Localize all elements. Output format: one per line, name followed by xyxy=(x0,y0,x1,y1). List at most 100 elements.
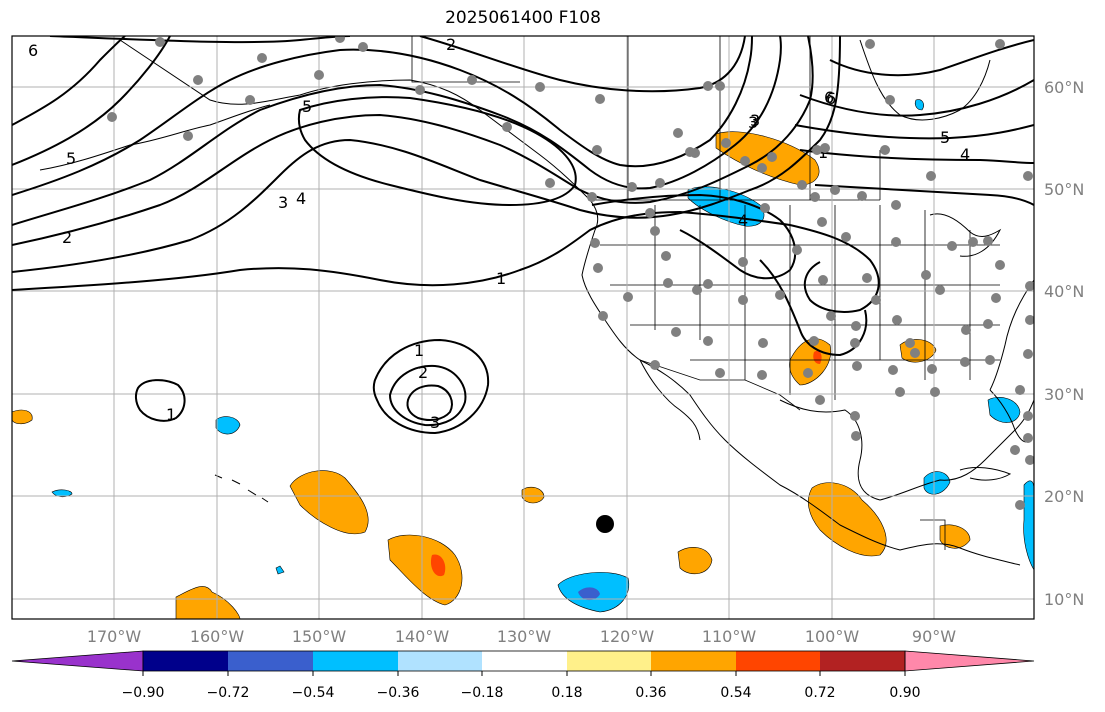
station-marker xyxy=(817,217,827,227)
station-marker xyxy=(995,39,1005,49)
sky-fill xyxy=(923,471,951,495)
contour-labels: 6 5 4 3 2 1 2 3 4 5 6 1 2 3 1 1 3 4 5 6 xyxy=(28,36,970,432)
lon-label: 110°W xyxy=(702,627,757,646)
lat-label: 20°N xyxy=(1044,487,1084,506)
station-marker xyxy=(871,295,881,305)
orange-fill xyxy=(521,486,545,504)
lon-label: 100°W xyxy=(805,627,860,646)
station-marker xyxy=(155,37,165,47)
contour-line xyxy=(12,36,841,273)
colorbar-tick-label: −0.72 xyxy=(207,685,250,701)
station-marker xyxy=(740,156,750,166)
colorbar-tick-label: −0.36 xyxy=(377,685,420,701)
lon-label: 130°W xyxy=(497,627,552,646)
station-marker xyxy=(985,355,995,365)
station-marker xyxy=(852,361,862,371)
contour-line xyxy=(829,39,1034,77)
station-marker xyxy=(841,232,851,242)
lat-label: 30°N xyxy=(1044,385,1084,404)
orange-fill xyxy=(289,470,369,534)
orange-fill xyxy=(12,409,33,425)
station-marker xyxy=(598,311,608,321)
station-marker xyxy=(983,319,993,329)
station-marker xyxy=(1010,445,1020,455)
contour-line xyxy=(372,338,490,435)
station-marker xyxy=(245,95,255,105)
contour-line xyxy=(814,184,1034,206)
station-marker xyxy=(650,226,660,236)
station-marker xyxy=(758,338,768,348)
contour-line xyxy=(419,36,746,93)
colorbar-segment xyxy=(567,651,651,671)
colorbar-segment xyxy=(398,651,482,671)
lon-label: 120°W xyxy=(600,627,655,646)
station-marker xyxy=(809,336,819,346)
station-marker xyxy=(961,325,971,335)
border-line xyxy=(920,519,946,550)
station-marker xyxy=(850,338,860,348)
station-marker xyxy=(655,178,665,188)
station-marker xyxy=(775,290,785,300)
station-marker xyxy=(851,431,861,441)
orange-fill xyxy=(387,534,463,606)
map-border xyxy=(11,35,1035,620)
station-marker xyxy=(910,348,920,358)
station-marker xyxy=(815,395,825,405)
station-marker xyxy=(703,81,713,91)
contour-line xyxy=(388,364,467,427)
contour-label: 3 xyxy=(278,193,288,212)
lat-label: 60°N xyxy=(1044,78,1084,97)
station-marker xyxy=(891,237,901,247)
west-coast xyxy=(581,229,1021,566)
lon-label: 150°W xyxy=(292,627,347,646)
contour-label: 6 xyxy=(28,41,38,60)
lon-label: 90°W xyxy=(912,627,956,646)
station-marker xyxy=(1015,385,1025,395)
orangered-fill xyxy=(430,554,446,577)
reference-point-marker xyxy=(596,515,614,533)
station-marker xyxy=(968,237,978,247)
station-marker xyxy=(830,185,840,195)
station-marker xyxy=(502,122,512,132)
station-marker xyxy=(107,112,117,122)
colorbar-segment xyxy=(820,651,905,671)
sky-fill xyxy=(215,416,241,435)
station-marker xyxy=(891,200,901,210)
station-marker xyxy=(757,370,767,380)
colorbar-tick-label: 0.36 xyxy=(635,685,666,701)
contour-line xyxy=(794,124,1034,140)
colorbar-tick-label: 0.90 xyxy=(889,685,920,701)
contour-label: 5 xyxy=(66,149,76,168)
station-marker xyxy=(820,143,830,153)
colorbar-min-extend xyxy=(11,650,144,672)
map-title: 2025061400 F108 xyxy=(445,8,601,28)
contour-line xyxy=(799,79,1034,117)
colorbar-segment xyxy=(482,651,567,671)
station-marker xyxy=(885,95,895,105)
station-marker xyxy=(593,263,603,273)
colorbar-tick-label: 0.72 xyxy=(804,685,835,701)
contour-label: 3 xyxy=(430,413,440,432)
station-marker xyxy=(183,131,193,141)
orange-fill xyxy=(677,547,713,575)
contour-label: 4 xyxy=(960,145,970,164)
station-marker xyxy=(623,292,633,302)
lat-label: 50°N xyxy=(1044,180,1084,199)
station-markers xyxy=(107,36,1034,510)
station-marker xyxy=(892,315,902,325)
station-marker xyxy=(895,387,905,397)
station-marker xyxy=(314,70,324,80)
gulf-coast xyxy=(779,399,1034,501)
station-marker xyxy=(888,365,898,375)
colorbar-segment xyxy=(651,651,736,671)
contour-line xyxy=(12,36,814,246)
station-marker xyxy=(1023,433,1033,443)
contour-label: 6 xyxy=(824,88,834,107)
colorbar-tick-label: −0.54 xyxy=(292,685,335,701)
orange-fill xyxy=(175,586,241,619)
colorbar-segment xyxy=(313,651,398,671)
station-marker xyxy=(1025,455,1034,465)
contour-label: 1 xyxy=(414,341,424,360)
station-marker xyxy=(467,75,477,85)
contour-label: 6 xyxy=(826,89,836,108)
